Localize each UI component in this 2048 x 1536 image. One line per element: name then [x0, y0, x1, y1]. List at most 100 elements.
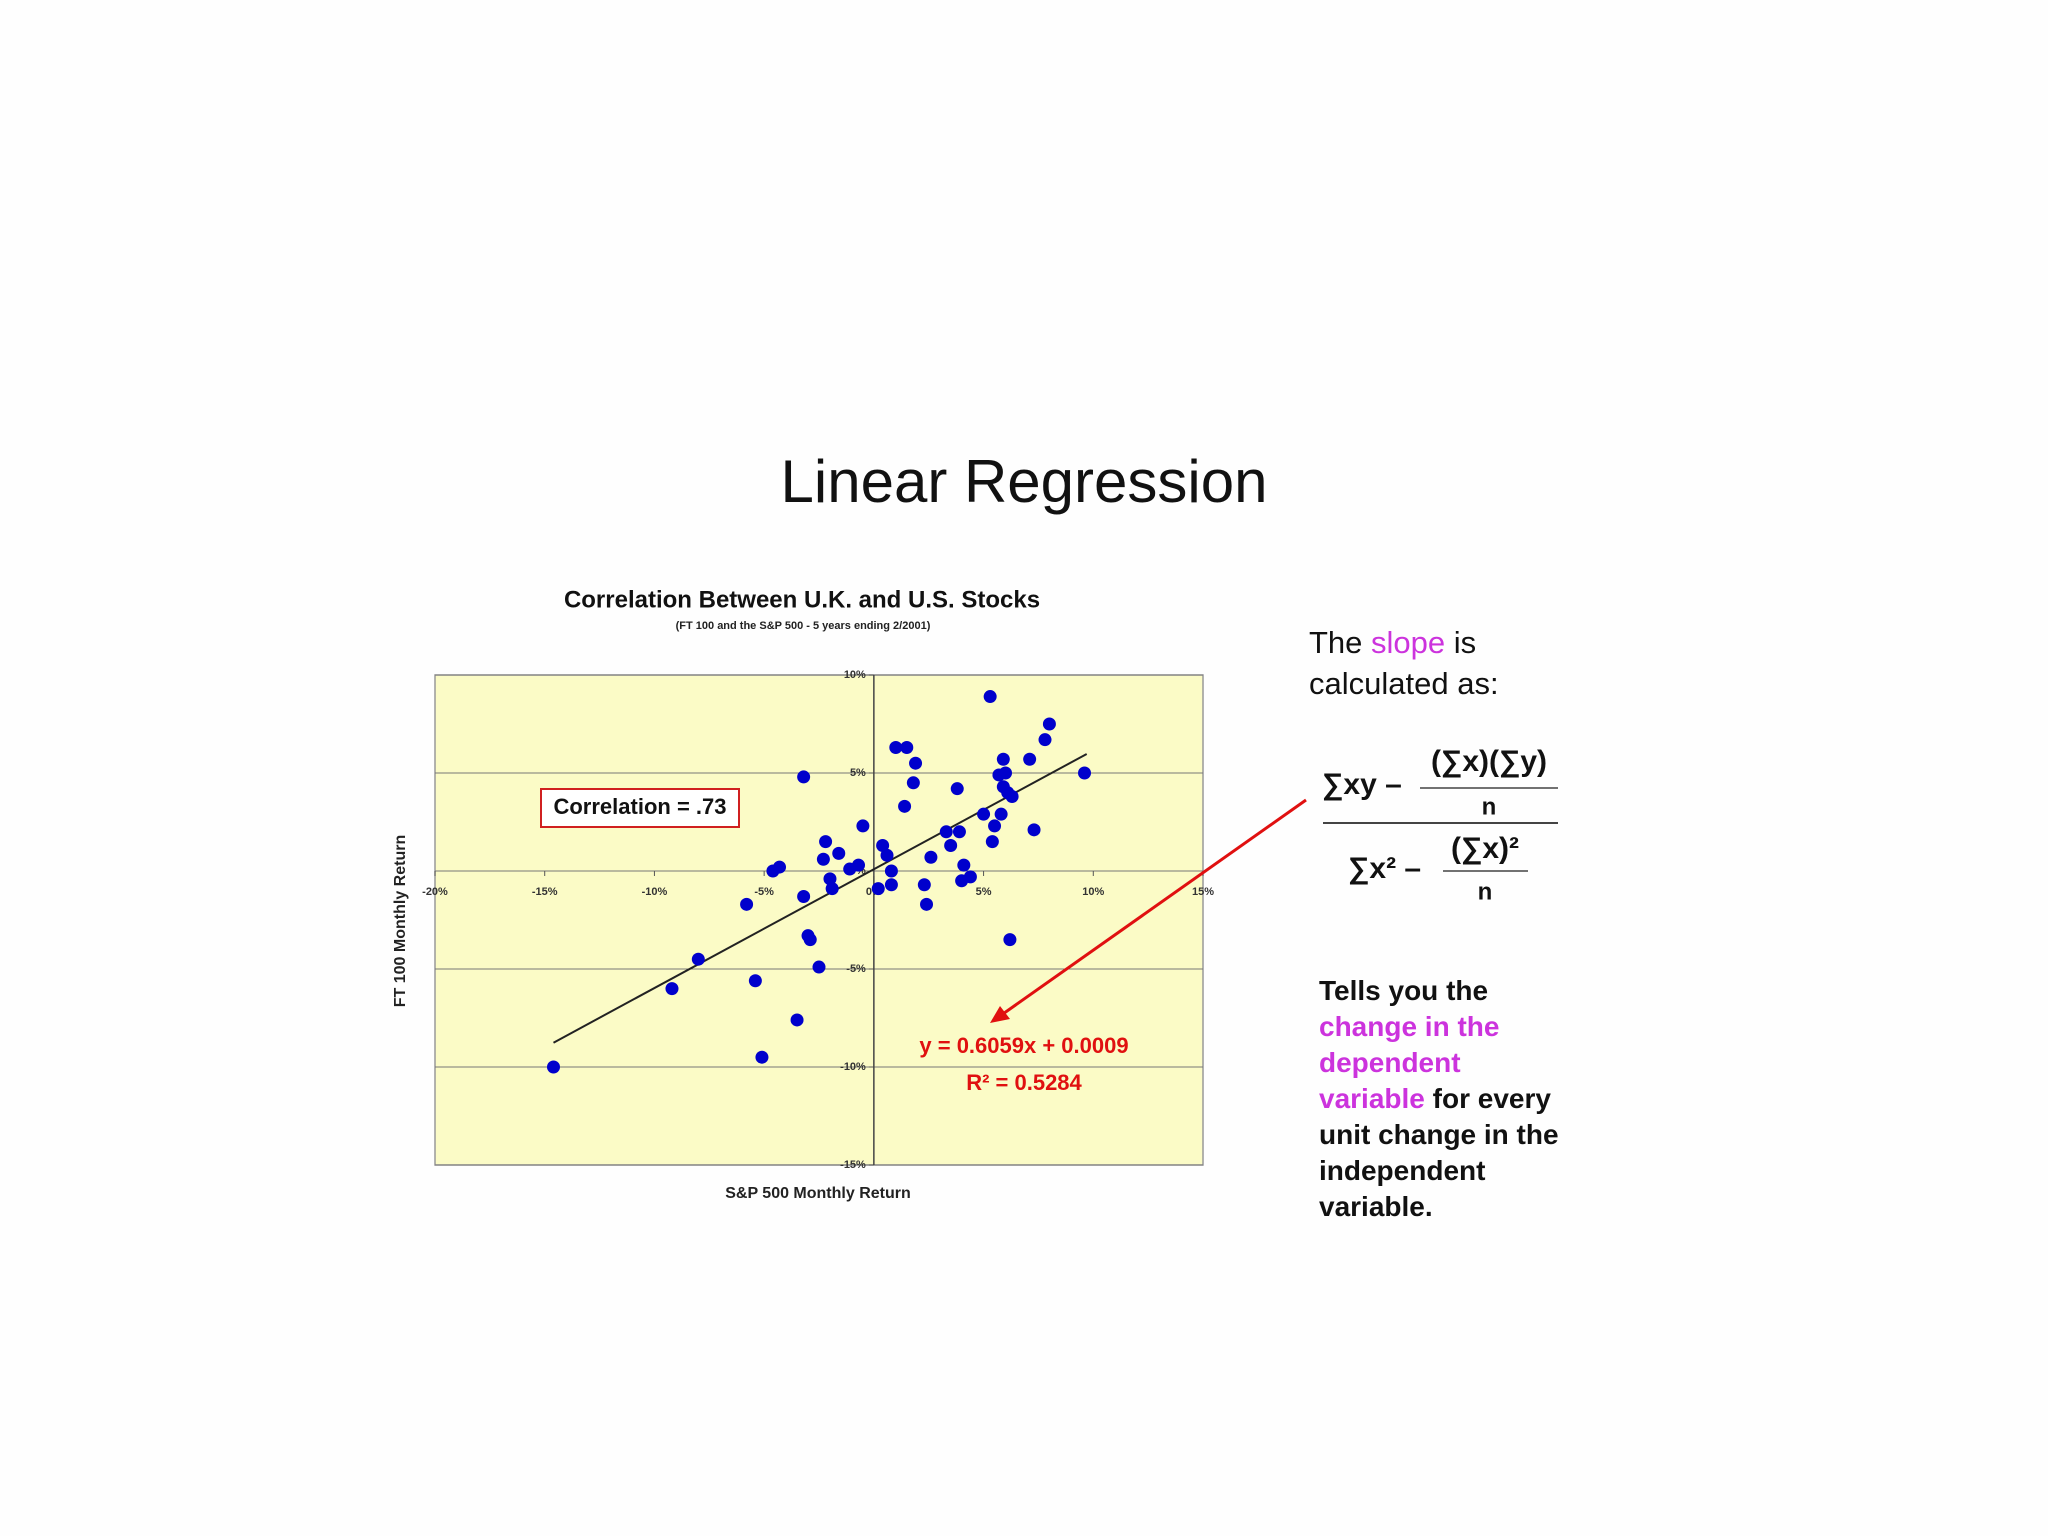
- point: [740, 897, 754, 911]
- point: [963, 870, 977, 884]
- point: [803, 933, 817, 947]
- point: [1005, 790, 1019, 804]
- point: [691, 952, 705, 966]
- point: [985, 835, 999, 849]
- y-tick-label: -5%: [846, 963, 866, 975]
- chart-subtitle: (FT 100 and the S&P 500 - 5 years ending…: [676, 620, 931, 632]
- point: [755, 1050, 769, 1064]
- point: [952, 825, 966, 839]
- point: [1042, 717, 1056, 731]
- x-tick-label: -20%: [422, 886, 448, 898]
- text-line: The slope is: [1309, 625, 1476, 660]
- point: [988, 819, 1002, 833]
- text-line: dependent: [1319, 1047, 1461, 1078]
- point: [889, 741, 903, 755]
- formula-denominator-left: ∑x² –: [1348, 852, 1421, 885]
- formula-numerator-fraction-bottom: n: [1482, 793, 1497, 820]
- point: [1023, 752, 1037, 766]
- highlight-text: change in the: [1319, 1011, 1499, 1042]
- plot-area: -15%-10%-5%0%5%10%-20%-15%-10%-5%0%5%10%…: [422, 669, 1214, 1171]
- slide-title: Linear Regression: [781, 448, 1268, 515]
- explanation: Tells you the change in the dependent varia…: [1319, 975, 1559, 1222]
- x-tick-label: 15%: [1192, 886, 1214, 898]
- x-tick-label: -5%: [754, 886, 774, 898]
- text-line: independent: [1319, 1155, 1485, 1186]
- point: [1027, 823, 1041, 837]
- formula-denominator-fraction-bottom: n: [1478, 878, 1493, 905]
- point: [797, 889, 811, 903]
- point: [920, 897, 934, 911]
- formula: ∑xy – (∑x)(∑y) n ∑x² – (∑x)² n: [1322, 745, 1558, 905]
- point: [546, 1060, 560, 1074]
- text-segment: is: [1445, 625, 1476, 660]
- arrow-line: [999, 798, 1307, 1018]
- y-tick-label: 10%: [844, 669, 866, 681]
- text-segment: independent: [1319, 1155, 1485, 1186]
- point: [898, 799, 912, 813]
- x-tick-label: -15%: [532, 886, 558, 898]
- x-tick-label: 10%: [1082, 886, 1104, 898]
- point: [983, 690, 997, 704]
- text-segment: variable.: [1319, 1191, 1433, 1222]
- text-segment: for every: [1425, 1083, 1551, 1114]
- point: [1038, 733, 1052, 747]
- text-line: Tells you the: [1319, 975, 1488, 1006]
- point: [876, 839, 890, 853]
- point: [999, 766, 1013, 780]
- point: [880, 848, 894, 862]
- text-segment: calculated as:: [1309, 666, 1499, 701]
- point: [797, 770, 811, 784]
- point: [939, 825, 953, 839]
- text-line: variable for every: [1319, 1083, 1551, 1114]
- point: [906, 776, 920, 790]
- formula-numerator-left: ∑xy –: [1322, 768, 1402, 801]
- point: [748, 974, 762, 988]
- y-tick-label: -15%: [840, 1159, 866, 1171]
- trendline-r-squared: R² = 0.5284: [966, 1070, 1082, 1095]
- point: [773, 860, 787, 874]
- text-line: calculated as:: [1309, 666, 1499, 701]
- text-line: unit change in the: [1319, 1119, 1559, 1150]
- point: [790, 1013, 804, 1027]
- point: [856, 819, 870, 833]
- point: [884, 864, 898, 878]
- point: [977, 807, 991, 821]
- slope-text: The slope is calculated as:: [1309, 625, 1499, 701]
- y-axis-label: FT 100 Monthly Return: [392, 835, 409, 1007]
- annotation-box: [540, 788, 740, 828]
- text-line: change in the: [1319, 1011, 1499, 1042]
- point: [825, 882, 839, 896]
- point: [996, 752, 1010, 766]
- point: [823, 872, 837, 886]
- point: [832, 846, 846, 860]
- x-axis-label: S&P 500 Monthly Return: [725, 1185, 911, 1202]
- highlight-text: dependent: [1319, 1047, 1461, 1078]
- point: [665, 982, 679, 996]
- text-segment: unit change in the: [1319, 1119, 1559, 1150]
- point: [1078, 766, 1092, 780]
- chart-title: Correlation Between U.K. and U.S. Stocks: [564, 586, 1040, 613]
- point: [851, 858, 865, 872]
- point: [994, 807, 1008, 821]
- point: [957, 858, 971, 872]
- trendline: [553, 753, 1088, 1044]
- point: [816, 852, 830, 866]
- y-tick-label: 5%: [850, 767, 866, 779]
- point: [819, 835, 833, 849]
- text-segment: Tells you the: [1319, 975, 1488, 1006]
- formula-numerator-fraction-top: (∑x)(∑y): [1431, 745, 1547, 778]
- point: [909, 756, 923, 770]
- x-tick-label: 5%: [976, 886, 992, 898]
- text-line: variable.: [1319, 1191, 1433, 1222]
- arrow-head: [990, 1006, 1010, 1023]
- point: [950, 782, 964, 796]
- point: [884, 878, 898, 892]
- point: [871, 882, 885, 896]
- point: [812, 960, 826, 974]
- formula-denominator-fraction-top: (∑x)²: [1451, 832, 1519, 865]
- point: [944, 839, 958, 853]
- point: [1003, 933, 1017, 947]
- point: [917, 878, 931, 892]
- y-tick-label: -10%: [840, 1061, 866, 1073]
